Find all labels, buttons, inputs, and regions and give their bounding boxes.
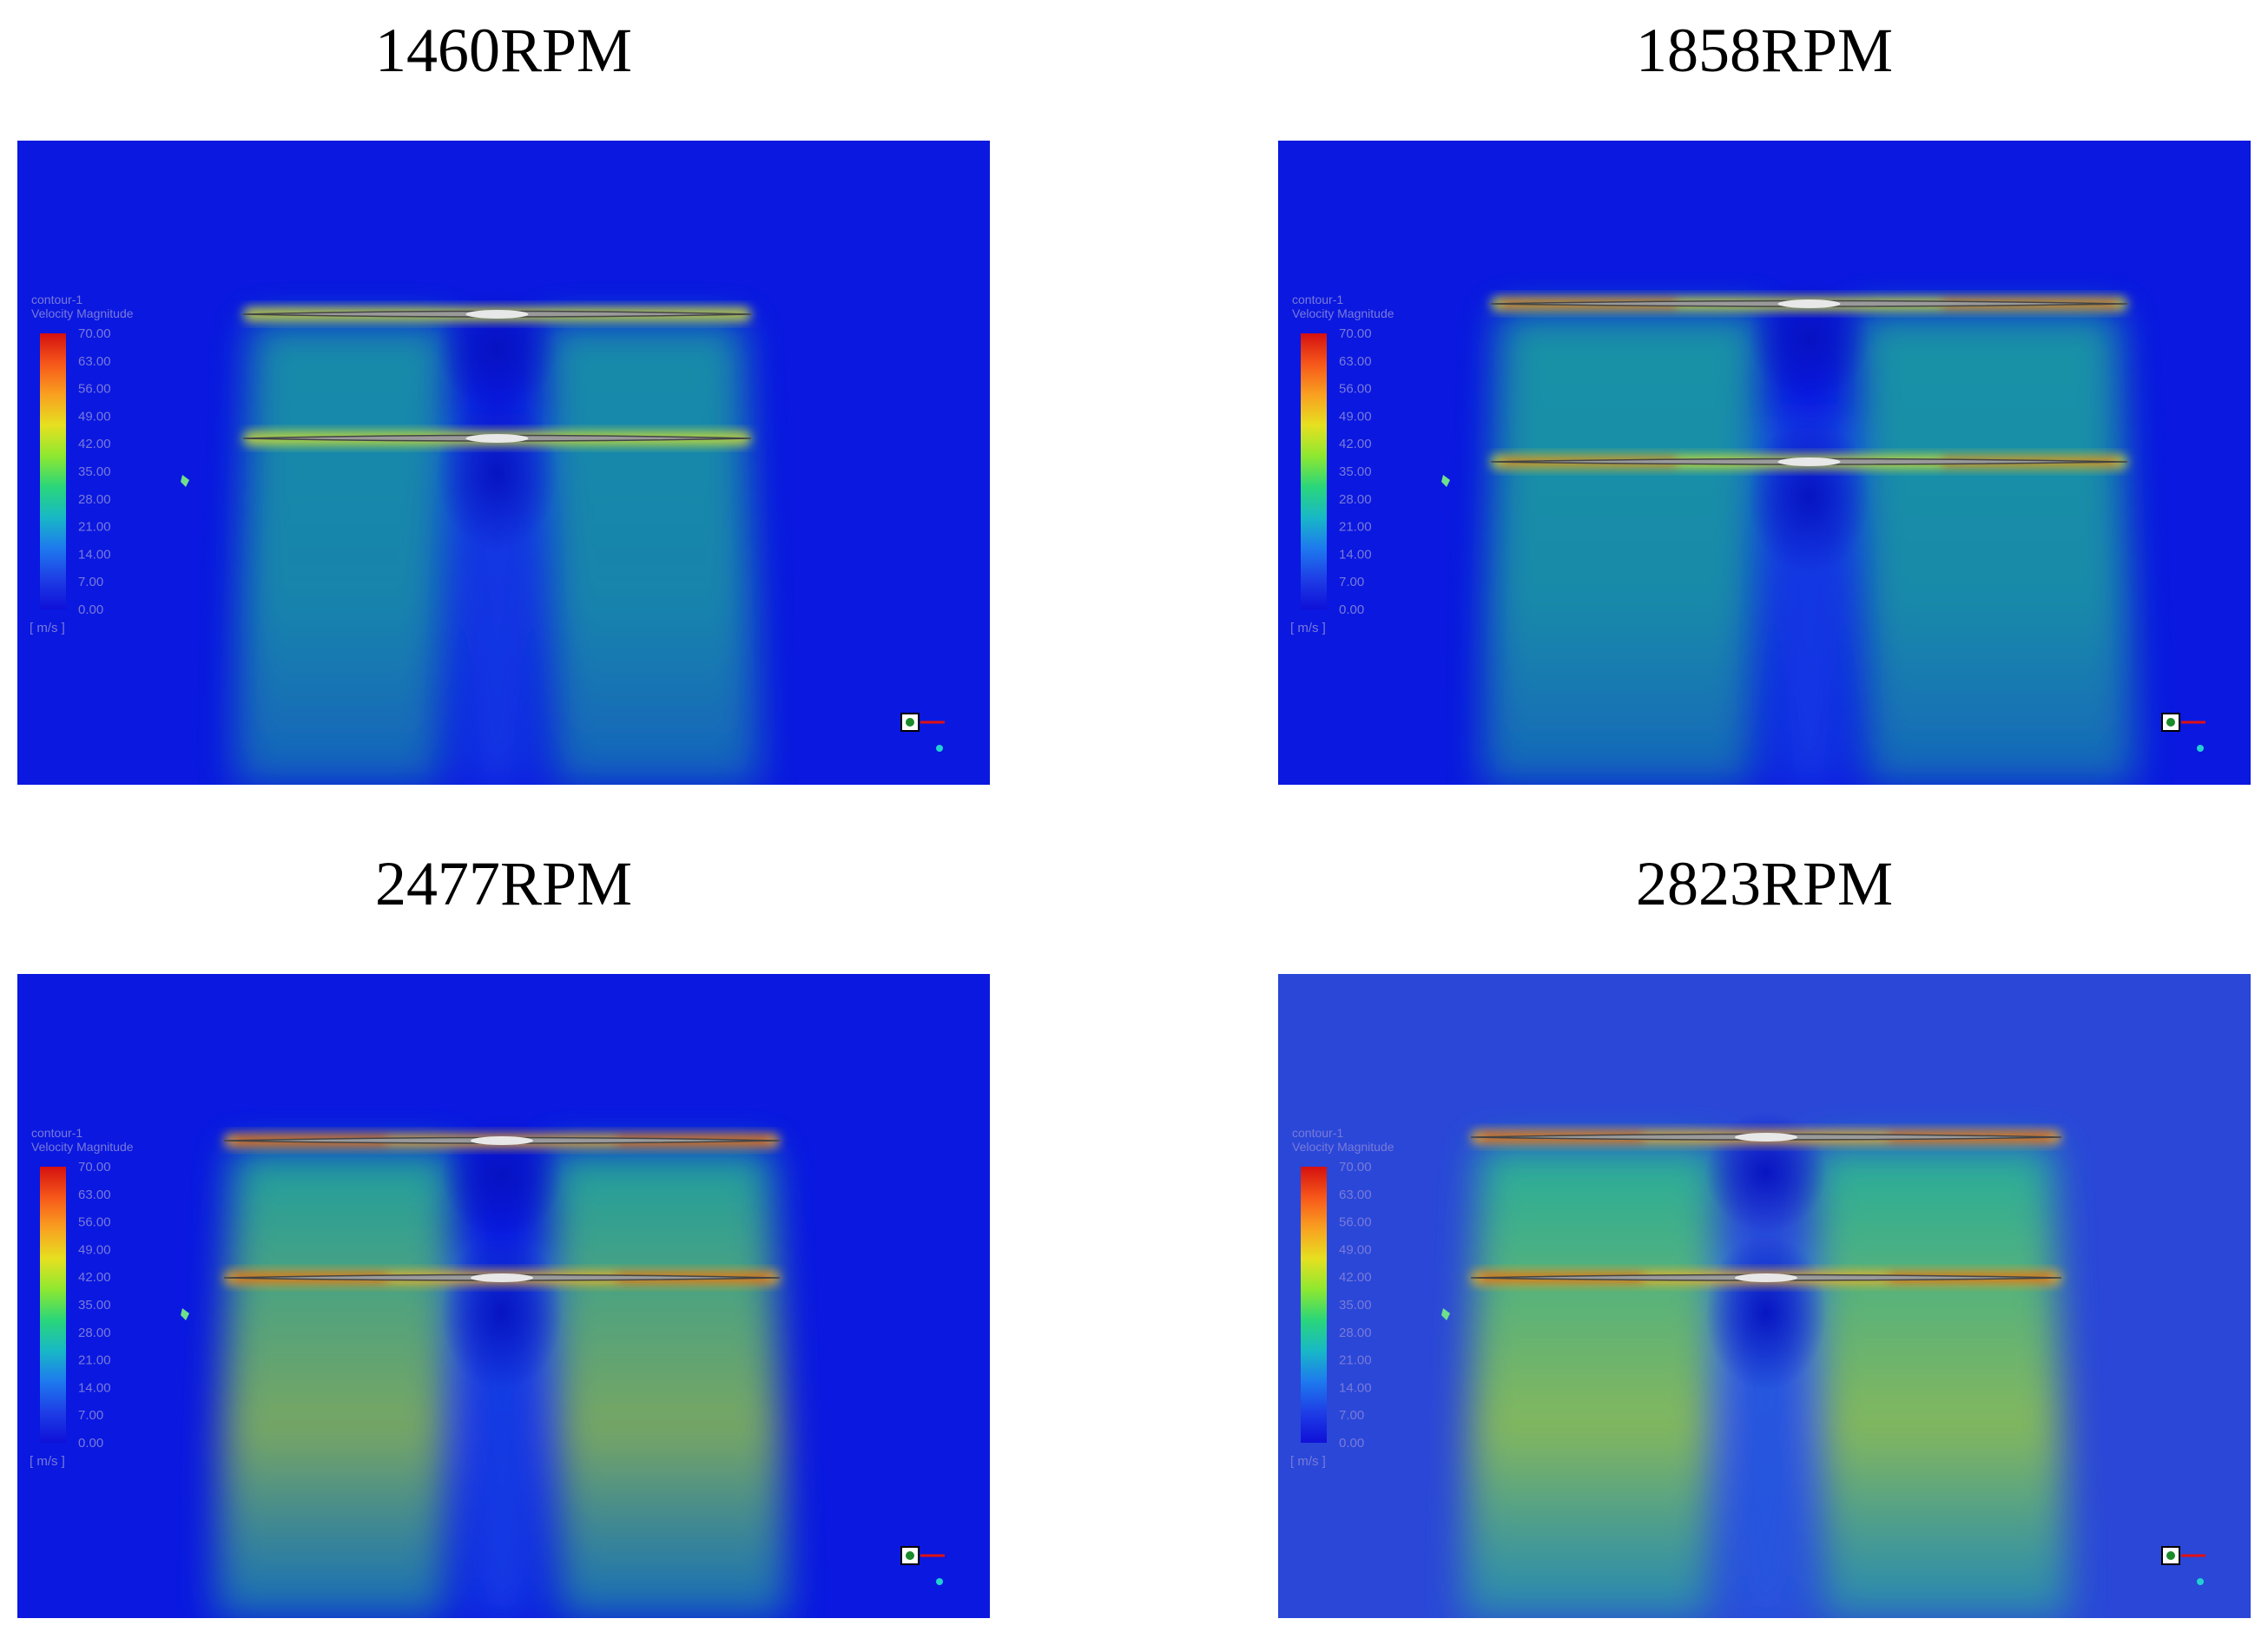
legend-tick-label: 0.00 bbox=[1339, 1436, 1364, 1451]
legend-tick-label: 49.00 bbox=[1339, 1242, 1372, 1257]
legend-tick-label: 14.00 bbox=[78, 547, 111, 562]
legend-tick-label: 70.00 bbox=[1339, 1160, 1372, 1175]
legend-tick-label: 7.00 bbox=[1339, 575, 1364, 589]
contour-panel-2477: contour-1 Velocity Magnitude 70.00 63.00 56.… bbox=[17, 974, 990, 1618]
legend-tick-label: 42.00 bbox=[78, 437, 111, 451]
legend-tick-label: 14.00 bbox=[1339, 1380, 1372, 1395]
legend-tick-label: 0.00 bbox=[1339, 602, 1364, 617]
legend-tick-label: 63.00 bbox=[78, 1188, 111, 1202]
legend-tick-label: 49.00 bbox=[78, 1242, 111, 1257]
legend-tick-label: 56.00 bbox=[1339, 1215, 1372, 1230]
legend-tick-label: 35.00 bbox=[78, 464, 111, 479]
legend-tick-label: 70.00 bbox=[78, 1160, 111, 1175]
legend-colorbar bbox=[1301, 1167, 1327, 1443]
legend-unit: [ m/s ] bbox=[1290, 621, 1326, 635]
legend-quantity: Velocity Magnitude bbox=[31, 1140, 134, 1154]
legend-colorbar bbox=[40, 333, 66, 609]
legend-colorbar bbox=[1301, 333, 1327, 609]
legend-tick-label: 7.00 bbox=[78, 1408, 103, 1423]
legend-tick-label: 35.00 bbox=[78, 1298, 111, 1313]
legend-tick-label: 0.00 bbox=[78, 1436, 103, 1451]
legend-tick-label: 35.00 bbox=[1339, 1298, 1372, 1313]
legend-tick-label: 63.00 bbox=[1339, 1188, 1372, 1202]
legend-tick-label: 7.00 bbox=[78, 575, 103, 589]
legend-tick-label: 56.00 bbox=[78, 382, 111, 397]
axis-triad-icon bbox=[2161, 1546, 2205, 1585]
legend-tick-label: 21.00 bbox=[78, 520, 111, 535]
legend-quantity: Velocity Magnitude bbox=[31, 306, 134, 320]
legend-tick-label: 35.00 bbox=[1339, 464, 1372, 479]
contour-panel-1460: contour-1 Velocity Magnitude 70.00 63.00 56.… bbox=[17, 141, 990, 785]
legend-tick-label: 56.00 bbox=[1339, 382, 1372, 397]
legend-tick-label: 28.00 bbox=[1339, 492, 1372, 507]
legend-tick-label: 49.00 bbox=[1339, 409, 1372, 424]
axis-triad-icon bbox=[2161, 713, 2205, 752]
contour-panel-1858: contour-1 Velocity Magnitude 70.00 63.00 56.… bbox=[1278, 141, 2251, 785]
legend-name: contour-1 bbox=[1292, 293, 1343, 306]
legend-tick-label: 63.00 bbox=[78, 354, 111, 369]
legend-tick-label: 21.00 bbox=[1339, 1353, 1372, 1368]
legend-tick-label: 42.00 bbox=[78, 1270, 111, 1285]
legend-tick-label: 42.00 bbox=[1339, 437, 1372, 451]
panel-title-1858: 1858RPM bbox=[1635, 16, 1894, 85]
legend-tick-label: 70.00 bbox=[78, 326, 111, 341]
legend-quantity: Velocity Magnitude bbox=[1292, 1140, 1394, 1154]
legend-tick-label: 49.00 bbox=[78, 409, 111, 424]
legend-quantity: Velocity Magnitude bbox=[1292, 306, 1394, 320]
legend-unit: [ m/s ] bbox=[1290, 1454, 1326, 1469]
legend-tick-label: 21.00 bbox=[1339, 520, 1372, 535]
legend-tick-label: 28.00 bbox=[78, 492, 111, 507]
legend-tick-label: 14.00 bbox=[78, 1380, 111, 1395]
legend-tick-label: 14.00 bbox=[1339, 547, 1372, 562]
axis-triad-icon bbox=[900, 713, 945, 752]
legend-colorbar bbox=[40, 1167, 66, 1443]
legend-tick-label: 0.00 bbox=[78, 602, 103, 617]
legend-tick-label: 63.00 bbox=[1339, 354, 1372, 369]
legend-tick-label: 21.00 bbox=[78, 1353, 111, 1368]
legend-tick-label: 28.00 bbox=[78, 1326, 111, 1340]
panel-title-1460: 1460RPM bbox=[374, 16, 633, 85]
legend-name: contour-1 bbox=[1292, 1126, 1343, 1140]
legend-unit: [ m/s ] bbox=[30, 621, 65, 635]
legend-tick-label: 70.00 bbox=[1339, 326, 1372, 341]
legend-name: contour-1 bbox=[31, 1126, 82, 1140]
panel-title-2823: 2823RPM bbox=[1635, 849, 1894, 918]
legend-tick-label: 28.00 bbox=[1339, 1326, 1372, 1340]
axis-triad-icon bbox=[900, 1546, 945, 1585]
contour-panel-2823: contour-1 Velocity Magnitude 70.00 63.00 56.… bbox=[1278, 974, 2251, 1618]
legend-tick-label: 7.00 bbox=[1339, 1408, 1364, 1423]
panel-title-2477: 2477RPM bbox=[374, 849, 633, 918]
legend-tick-label: 56.00 bbox=[78, 1215, 111, 1230]
legend-tick-label: 42.00 bbox=[1339, 1270, 1372, 1285]
legend-name: contour-1 bbox=[31, 293, 82, 306]
legend-unit: [ m/s ] bbox=[30, 1454, 65, 1469]
